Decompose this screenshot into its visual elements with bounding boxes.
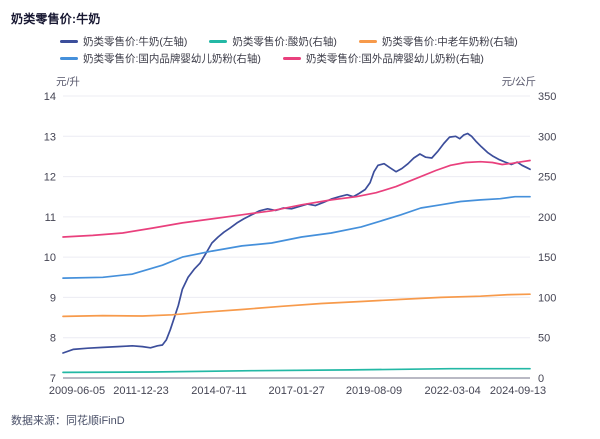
right-axis-tick-label: 100 [538,292,556,304]
legend-item-milk[interactable]: 奶类零售价:牛奶(左轴) [60,34,187,49]
legend-item-yogurt[interactable]: 奶类零售价:酸奶(右轴) [209,34,337,49]
left-axis-tick-label: 9 [50,292,56,304]
legend-line-marker-milk [60,40,78,43]
series-line-domestic-infant-formula [62,195,531,279]
legend-item-foreign-infant-formula[interactable]: 奶类零售价:国外品牌婴幼儿奶粉(右轴) [282,51,484,66]
legend-label: 奶类零售价:国外品牌婴幼儿奶粉(右轴) [305,53,484,65]
chart-title: 奶类零售价:牛奶 [11,12,101,26]
legend-label: 奶类零售价:中老年奶粉(右轴) [381,36,518,48]
legend-row: 奶类零售价:牛奶(左轴) 奶类零售价:酸奶(右轴) 奶类零售价:中老年奶粉(右轴) [60,33,560,50]
left-axis-tick-label: 8 [50,333,56,345]
left-axis-tick-label: 14 [44,91,56,103]
left-axis-tick-label: 12 [44,172,56,184]
legend: 奶类零售价:牛奶(左轴) 奶类零售价:酸奶(右轴) 奶类零售价:中老年奶粉(右轴) 奶… [60,33,560,67]
legend-line-marker-middle-aged-milk-powder [358,40,377,43]
series-line-milk [62,132,531,354]
x-axis-tick-label: 2014-07-11 [191,385,246,397]
legend-label: 奶类零售价:酸奶(右轴) [232,36,337,48]
right-axis-tick-label: 150 [538,252,556,264]
right-axis-tick-label: 250 [538,172,556,184]
left-axis-tick-label: 7 [50,373,56,385]
x-axis-tick-label: 2011-12-23 [113,385,168,397]
left-axis-tick-label: 13 [44,131,56,143]
right-axis-tick-label: 50 [538,333,550,345]
legend-label: 奶类零售价:国内品牌婴幼儿奶粉(右轴) [83,53,261,65]
x-axis-tick-label: 2017-01-27 [269,385,325,397]
legend-label: 奶类零售价:牛奶(左轴) [83,36,188,48]
left-axis-tick-label: 10 [44,252,56,264]
right-axis-tick-label: 0 [538,373,544,385]
x-axis-tick-label: 2022-03-04 [424,385,480,397]
legend-line-marker-yogurt [209,40,228,43]
legend-line-marker-foreign-infant-formula [282,57,301,60]
legend-row: 奶类零售价:国内品牌婴幼儿奶粉(右轴) 奶类零售价:国外品牌婴幼儿奶粉(右轴) [60,50,560,67]
x-axis-tick-label: 2024-09-13 [490,385,546,397]
left-axis-tick-label: 11 [45,212,56,224]
legend-line-marker-domestic-infant-formula [60,57,78,60]
right-axis-tick-label: 200 [538,212,556,224]
series-line-middle-aged-milk-powder [62,293,531,318]
series-line-foreign-infant-formula [62,159,531,238]
right-axis-tick-label: 300 [538,131,556,143]
left-axis-unit-label: 元/升 [56,76,80,88]
series-line-yogurt [62,367,531,374]
legend-item-middle-aged-milk-powder[interactable]: 奶类零售价:中老年奶粉(右轴) [358,34,518,49]
right-axis-unit-label: 元/公斤 [501,76,536,88]
right-axis-tick-label: 350 [538,91,556,103]
x-axis-tick-label: 2019-08-09 [346,385,402,397]
data-source-note: 数据来源：同花顺iFinD [11,415,125,427]
x-axis-tick-label: 2009-06-05 [49,385,105,397]
legend-item-domestic-infant-formula[interactable]: 奶类零售价:国内品牌婴幼儿奶粉(右轴) [60,51,261,66]
